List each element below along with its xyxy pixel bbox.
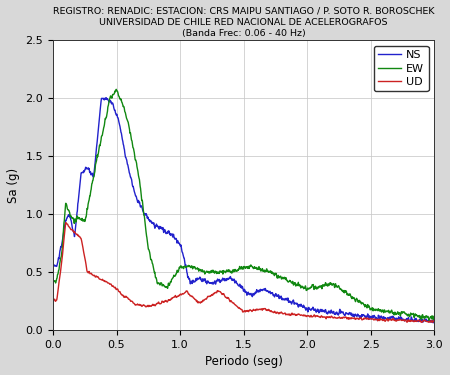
Title: REGISTRO: RENADIC: ESTACION: CRS MAIPU SANTIAGO / P. SOTO R. BOROSCHEK
UNIVERSID: REGISTRO: RENADIC: ESTACION: CRS MAIPU S… — [53, 7, 434, 38]
UD — [420, 318, 426, 323]
EW — [52, 279, 57, 284]
Line: EW: EW — [54, 89, 434, 321]
Legend: NS, EW, UD: NS, EW, UD — [374, 46, 429, 92]
EW — [420, 315, 426, 320]
Line: NS: NS — [54, 98, 434, 323]
EW — [421, 315, 426, 320]
EW — [351, 296, 356, 300]
EW — [237, 267, 242, 272]
NS — [431, 321, 436, 325]
UD — [52, 297, 57, 302]
NS — [237, 284, 242, 288]
EW — [226, 269, 232, 273]
NS — [421, 319, 426, 323]
UD — [226, 297, 232, 302]
UD — [71, 230, 76, 234]
UD — [432, 319, 437, 323]
NS — [432, 318, 437, 323]
NS — [104, 95, 109, 100]
UD — [430, 320, 435, 325]
EW — [71, 218, 76, 222]
NS — [52, 263, 57, 267]
NS — [420, 319, 426, 324]
X-axis label: Periodo (seg): Periodo (seg) — [205, 355, 283, 368]
Line: UD: UD — [54, 223, 434, 322]
EW — [432, 318, 437, 323]
UD — [63, 220, 68, 225]
UD — [351, 316, 356, 321]
Y-axis label: Sa (g): Sa (g) — [7, 168, 20, 202]
NS — [351, 312, 356, 317]
UD — [421, 318, 426, 323]
UD — [237, 306, 242, 310]
EW — [113, 87, 119, 92]
NS — [71, 230, 76, 234]
NS — [226, 276, 232, 280]
